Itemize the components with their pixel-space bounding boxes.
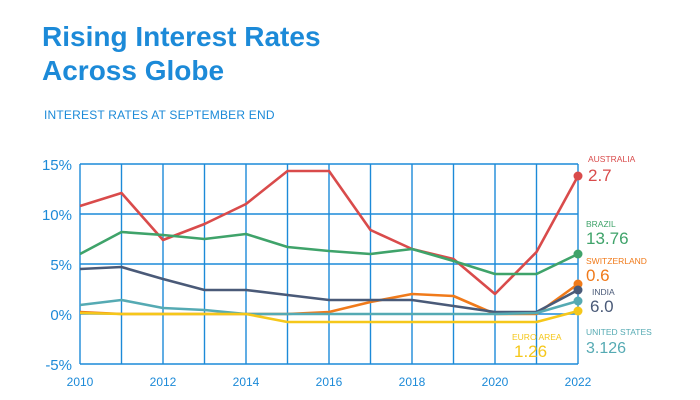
series-line-euro-area bbox=[79, 309, 579, 324]
series-endpoint-united-states bbox=[573, 296, 583, 306]
chart-title-line-1: Rising Interest Rates bbox=[42, 21, 321, 52]
series-value-india: 6.0 bbox=[590, 297, 614, 316]
series-label-united-states: UNITED STATES bbox=[586, 327, 652, 337]
x-tick-label: 2016 bbox=[316, 375, 343, 389]
series-value-euro-area: 1.26 bbox=[514, 342, 547, 361]
chart-title-line-2: Across Globe bbox=[42, 55, 225, 86]
x-tick-label: 2012 bbox=[150, 375, 177, 389]
chart-title: Rising Interest Rates Across Globe bbox=[42, 20, 321, 88]
x-tick-label: 2010 bbox=[67, 375, 94, 389]
y-tick-label: 15% bbox=[42, 157, 72, 174]
series-label-euro-area: EURO AREA bbox=[512, 332, 562, 342]
series-endpoint-euro-area bbox=[573, 306, 583, 316]
series-label-switzerland: SWITZERLAND bbox=[586, 256, 647, 266]
y-tick-label: 5% bbox=[50, 257, 72, 274]
x-tick-label: 2014 bbox=[233, 375, 260, 389]
y-tick-label: -5% bbox=[45, 357, 72, 374]
y-tick-label: 0% bbox=[50, 307, 72, 324]
series-endpoint-india bbox=[573, 285, 583, 295]
series-value-united-states: 3.126 bbox=[586, 340, 626, 357]
series-line-india bbox=[79, 265, 579, 314]
series-endpoint-australia bbox=[573, 171, 583, 181]
series-endpoint-brazil bbox=[573, 249, 583, 259]
x-tick-label: 2018 bbox=[399, 375, 426, 389]
series-value-brazil: 13.76 bbox=[586, 229, 629, 248]
series-line-australia bbox=[79, 169, 580, 296]
series-label-india: INDIA bbox=[592, 287, 615, 297]
x-tick-label: 2022 bbox=[565, 375, 592, 389]
x-tick-label: 2020 bbox=[482, 375, 509, 389]
series-line-brazil bbox=[79, 230, 579, 276]
series-line-united-states bbox=[79, 298, 579, 316]
series-value-australia: 2.7 bbox=[588, 166, 612, 185]
chart-subtitle: INTEREST RATES AT SEPTEMBER END bbox=[44, 108, 275, 122]
series-label-brazil: BRAZIL bbox=[586, 219, 616, 229]
series-label-australia: AUSTRALIA bbox=[588, 154, 636, 164]
series-value-switzerland: 0.6 bbox=[586, 266, 610, 285]
y-tick-label: 10% bbox=[42, 207, 72, 224]
